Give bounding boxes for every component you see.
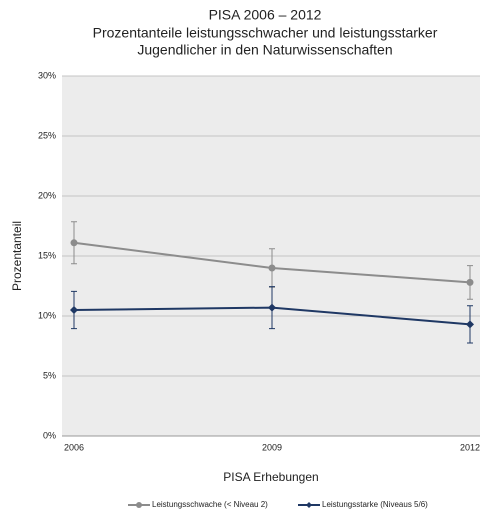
chart-title: PISA 2006 – 2012 [209, 7, 322, 23]
marker [466, 320, 474, 329]
x-axis-label: PISA Erhebungen [223, 470, 318, 484]
legend-label: Leistungsschwache (< Niveau 2) [152, 500, 268, 509]
y-axis-label: Prozentanteil [10, 221, 24, 291]
y-tick-label: 20% [38, 190, 56, 200]
x-tick-label: 2006 [64, 442, 84, 452]
marker [466, 278, 474, 286]
chart-title: Prozentanteile leistungsschwacher und le… [93, 25, 438, 41]
chart-title: Jugendlicher in den Naturwissenschaften [137, 42, 392, 58]
legend-marker [306, 502, 312, 508]
marker [70, 239, 78, 247]
marker [70, 306, 78, 314]
marker [268, 303, 276, 312]
y-tick-label: 15% [38, 250, 56, 260]
y-tick-label: 5% [43, 370, 56, 380]
y-tick-label: 0% [43, 430, 56, 440]
x-tick-label: 2012 [460, 442, 480, 452]
legend-label: Leistungsstarke (Niveaus 5/6) [322, 500, 428, 509]
x-tick-label: 2009 [262, 442, 282, 452]
legend-marker [136, 502, 142, 508]
marker [268, 264, 276, 272]
y-tick-label: 10% [38, 310, 56, 320]
y-tick-label: 25% [38, 130, 56, 140]
y-tick-label: 30% [38, 70, 56, 80]
